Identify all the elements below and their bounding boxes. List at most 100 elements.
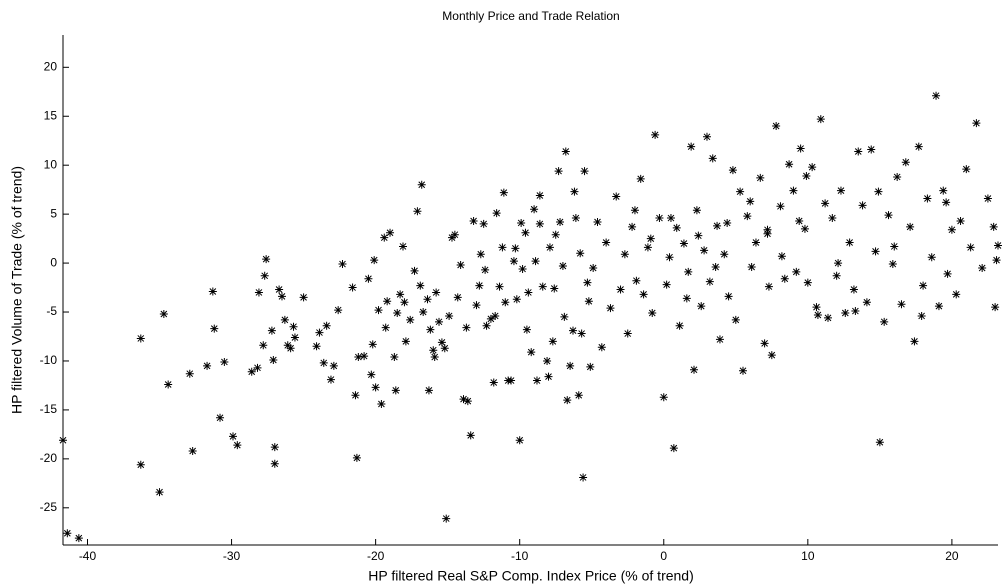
point	[687, 142, 696, 151]
point	[563, 396, 572, 405]
point	[776, 202, 785, 211]
point	[277, 292, 286, 301]
point	[495, 282, 504, 291]
point	[574, 391, 583, 400]
point	[270, 443, 279, 452]
point	[736, 187, 745, 196]
point	[188, 447, 197, 456]
point	[401, 337, 410, 346]
point	[437, 338, 446, 347]
point	[377, 400, 386, 409]
point	[570, 187, 579, 196]
point	[416, 281, 425, 290]
point	[551, 230, 560, 239]
point	[630, 206, 639, 215]
point	[890, 242, 899, 251]
point	[777, 252, 786, 261]
point	[63, 529, 72, 538]
point	[262, 255, 271, 264]
point	[399, 242, 407, 251]
point	[538, 282, 547, 291]
point	[796, 144, 805, 153]
y-tick-label: -25	[40, 500, 58, 514]
x-tick-label: 0	[660, 549, 667, 563]
y-tick-label: 0	[50, 255, 57, 269]
point	[934, 302, 943, 311]
point	[383, 297, 392, 306]
point	[475, 281, 484, 290]
point	[571, 214, 580, 223]
point	[247, 367, 256, 376]
point	[417, 180, 426, 189]
point	[216, 413, 225, 422]
point	[623, 329, 632, 338]
point	[821, 199, 830, 208]
point	[511, 244, 520, 253]
point	[939, 186, 948, 195]
point	[532, 376, 541, 385]
y-tick-label: 20	[44, 59, 58, 73]
point	[136, 460, 145, 469]
point	[556, 217, 565, 226]
point	[832, 271, 841, 280]
point	[724, 292, 733, 301]
point	[566, 361, 575, 370]
point	[445, 311, 454, 320]
point	[705, 277, 714, 286]
point	[459, 395, 468, 404]
x-tick-label: 20	[945, 549, 959, 563]
point	[694, 231, 703, 240]
point	[560, 312, 569, 321]
point	[267, 326, 276, 335]
point	[684, 267, 693, 276]
chart-title: Monthly Price and Trade Relation	[442, 9, 619, 23]
point	[569, 326, 577, 335]
point	[136, 334, 145, 343]
point	[914, 142, 923, 151]
x-axis-label: HP filtered Real S&P Comp. Index Price (…	[368, 568, 694, 584]
point	[290, 333, 299, 342]
point	[469, 216, 478, 225]
point	[666, 214, 675, 223]
point	[380, 233, 389, 242]
y-tick-label: -10	[40, 353, 58, 367]
point	[723, 218, 732, 227]
point	[462, 323, 471, 332]
point	[943, 269, 952, 278]
point	[269, 355, 278, 364]
point	[648, 309, 657, 318]
point	[751, 238, 760, 247]
point	[481, 265, 490, 274]
point	[429, 346, 438, 355]
point	[348, 283, 357, 292]
point	[802, 171, 811, 180]
point	[994, 241, 1002, 250]
point	[393, 309, 402, 318]
point	[828, 214, 837, 223]
point	[442, 514, 451, 523]
x-tick-label: -30	[223, 549, 241, 563]
point	[259, 341, 268, 350]
point	[499, 188, 508, 197]
point	[919, 281, 928, 290]
point	[728, 166, 737, 175]
point	[527, 348, 536, 357]
point	[636, 174, 645, 183]
point	[665, 253, 674, 262]
point	[746, 197, 755, 206]
point	[413, 207, 422, 216]
point	[74, 534, 83, 543]
point	[824, 313, 832, 322]
point	[371, 383, 380, 392]
point	[906, 222, 915, 231]
point	[558, 262, 567, 271]
point	[845, 238, 854, 247]
point	[338, 260, 347, 269]
point	[871, 247, 880, 256]
point	[862, 298, 871, 307]
point	[535, 219, 544, 228]
point	[672, 223, 681, 232]
point	[364, 274, 373, 283]
point	[675, 321, 684, 330]
